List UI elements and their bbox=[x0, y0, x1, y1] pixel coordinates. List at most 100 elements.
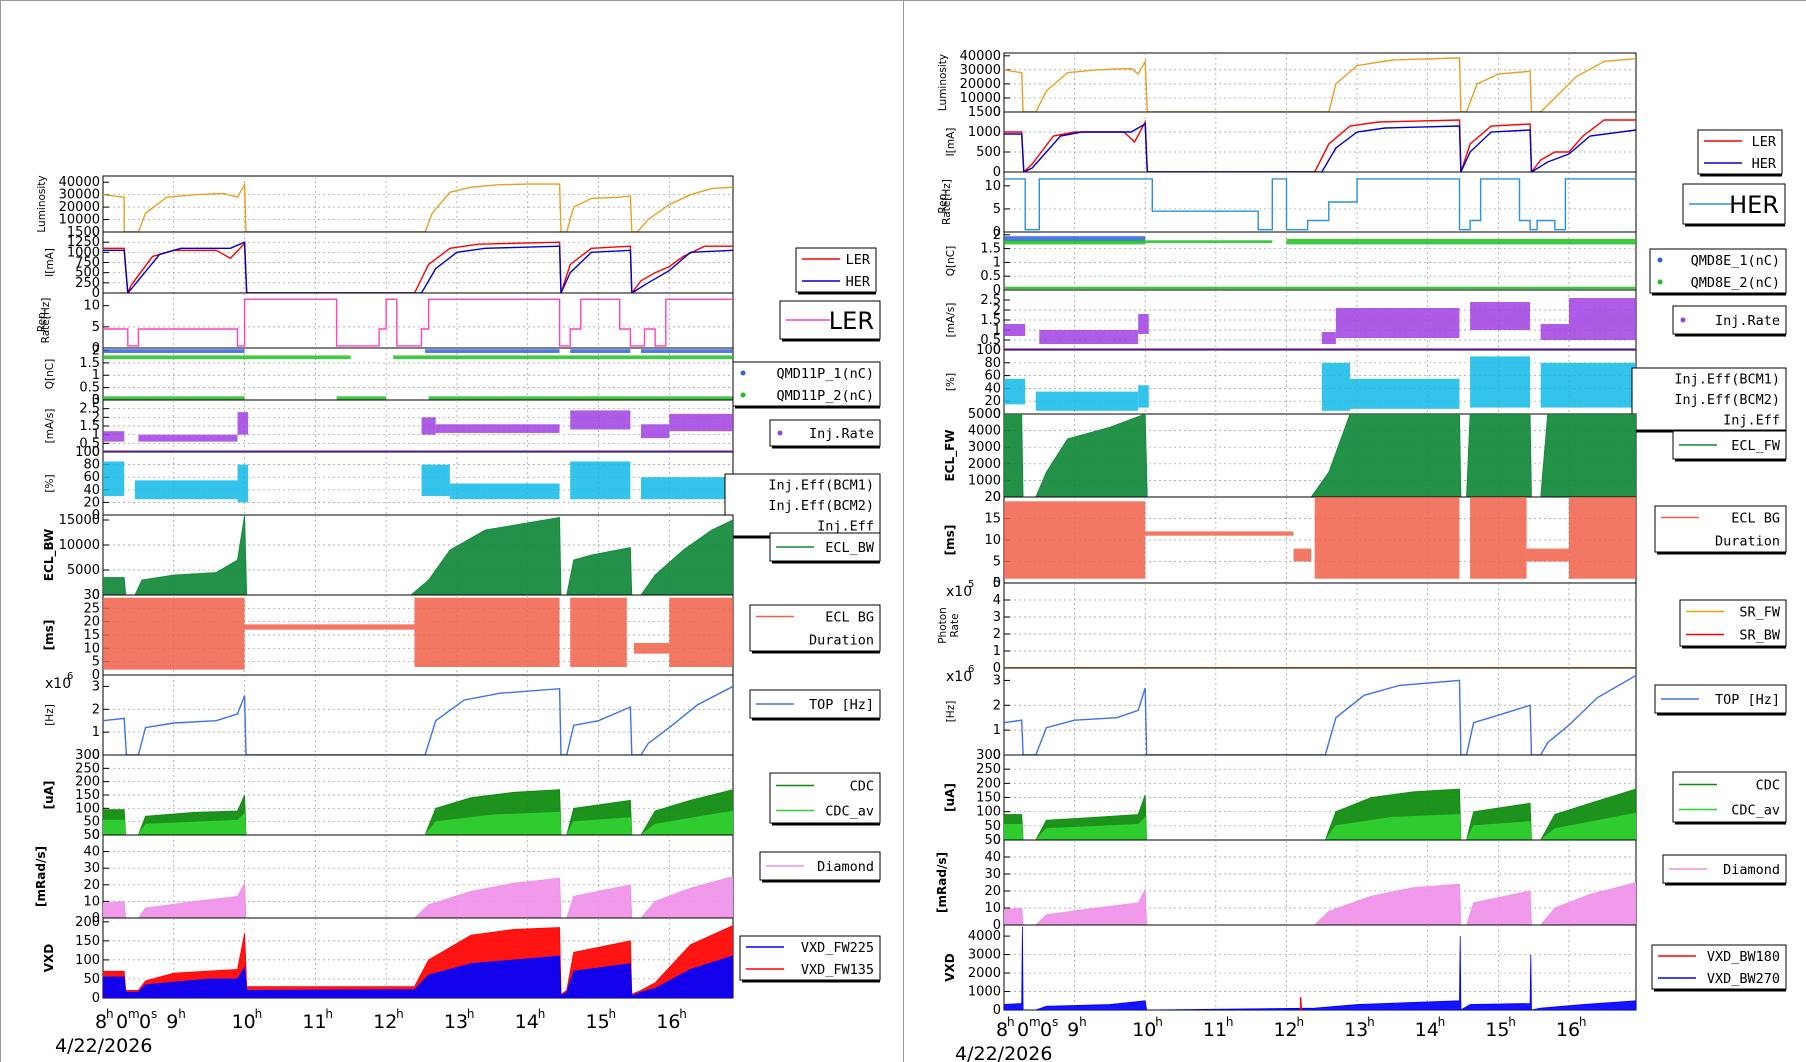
x-tick-sec: 0 bbox=[1040, 1019, 1052, 1041]
legend-right-2: HER bbox=[1682, 183, 1786, 227]
legend-left-8: TOP [Hz] bbox=[749, 689, 881, 721]
series-group bbox=[103, 876, 733, 918]
legend-label: VXD_FW225 bbox=[801, 940, 874, 956]
series-qmd11p-1-nc--segment bbox=[103, 349, 245, 353]
x-tick-hour: 16 bbox=[1556, 1019, 1580, 1041]
y-tick-label: 0.5 bbox=[980, 333, 1001, 348]
legend-label: Inj.Eff(BCM2) bbox=[1674, 392, 1780, 408]
y-tick-label: 20 bbox=[83, 615, 100, 630]
y-tick-label: 0.5 bbox=[79, 381, 100, 396]
date-label: 4/22/2026 bbox=[955, 1043, 1052, 1062]
x-tick-hour: 16 bbox=[656, 1011, 680, 1033]
y-tick-label: 0 bbox=[92, 445, 100, 460]
series-vxd-bw270 bbox=[1004, 926, 1636, 1010]
y-tick-label: 20 bbox=[984, 490, 1001, 505]
legend-swatch-dot bbox=[740, 370, 746, 376]
y-tick-label: 2 bbox=[993, 698, 1001, 713]
y-tick-label: 0 bbox=[92, 668, 100, 683]
series-qmd11p-2-nc--segment bbox=[103, 396, 245, 400]
y-tick-label: 3 bbox=[92, 679, 100, 694]
x-tick-label: 16h bbox=[1556, 1015, 1587, 1041]
y-axis-label: ECL_FW bbox=[943, 429, 958, 481]
y-multiplier: x10 bbox=[946, 584, 972, 600]
y-axis-label: Q[nC] bbox=[945, 246, 957, 276]
y-tick-label: 0 bbox=[993, 407, 1001, 422]
y-tick-label: 0 bbox=[92, 341, 100, 356]
legend-label: SR_FW bbox=[1739, 605, 1781, 621]
panel-right-1: 0 500 1000 1500 I[mA] LER HER bbox=[945, 105, 1783, 180]
y-tick-label: 15000 bbox=[59, 513, 100, 528]
legend-box bbox=[1697, 129, 1783, 175]
y-tick-label: 300 bbox=[976, 748, 1001, 763]
legend-label: VXD_BW180 bbox=[1707, 949, 1780, 965]
y-tick-label: 0 bbox=[92, 911, 100, 926]
y-tick-label: 20 bbox=[83, 878, 100, 893]
legend-box bbox=[1631, 367, 1787, 431]
x-tick-hour-unit: h bbox=[106, 1007, 114, 1021]
x-tick-hour-unit: h bbox=[467, 1007, 475, 1021]
series-qmd8e-2-nc--segment bbox=[1286, 238, 1636, 245]
y-tick-label: 10000 bbox=[59, 213, 100, 228]
y-tick-label: 2.5 bbox=[980, 293, 1001, 308]
x-tick-hour-unit: h bbox=[1007, 1015, 1015, 1029]
series-qmd8e-2-nc--segment bbox=[1145, 240, 1273, 244]
panel-frame bbox=[102, 292, 734, 349]
y-tick-label: 1 bbox=[92, 725, 100, 740]
y-tick-label: 0 bbox=[993, 833, 1001, 848]
x-tick-hour: 10 bbox=[232, 1011, 256, 1033]
series-inj-eff-segment bbox=[1138, 385, 1149, 408]
x-tick-hour-unit: h bbox=[178, 1007, 186, 1021]
y-multiplier: x10 bbox=[946, 669, 972, 685]
series-ecl-bg-duration-segment bbox=[1004, 501, 1146, 579]
y-tick-label: 2 bbox=[92, 410, 100, 425]
series-group bbox=[103, 241, 733, 293]
y-axis-label: VXD bbox=[42, 944, 56, 973]
y-tick-label: 2.5 bbox=[79, 402, 100, 417]
y-tick-label: 1.5 bbox=[980, 242, 1001, 257]
y-tick-label: 250 bbox=[75, 761, 100, 776]
legend-right-12: VXD_BW180 VXD_BW270 bbox=[1651, 944, 1787, 992]
panel-frame bbox=[1003, 924, 1637, 1011]
series-qmd11p-2-nc--segment bbox=[393, 355, 733, 360]
y-tick-label: 40 bbox=[984, 381, 1001, 396]
series-her bbox=[103, 241, 733, 293]
y-tick-label: 10 bbox=[83, 641, 100, 656]
y-tick-label: 0 bbox=[92, 508, 100, 523]
series-group bbox=[103, 789, 733, 835]
series-inj-rate-segment bbox=[421, 417, 436, 435]
legend-label: ECL_FW bbox=[1731, 438, 1781, 454]
x-tick-hour-unit: h bbox=[1226, 1015, 1234, 1029]
legend-label: ECL BG bbox=[825, 610, 874, 626]
series-group bbox=[1004, 926, 1636, 1010]
x-tick-hour: 14 bbox=[1415, 1019, 1439, 1041]
y-tick-label: 3000 bbox=[968, 440, 1001, 455]
series-group bbox=[1004, 119, 1636, 172]
y-axis-label: Rate bbox=[949, 613, 961, 637]
legend-box bbox=[1651, 944, 1787, 990]
y-tick-label: 60 bbox=[984, 369, 1001, 384]
y-multiplier-exponent: 5 bbox=[968, 579, 974, 590]
series-top-hz- bbox=[103, 685, 733, 755]
y-tick-label: 0 bbox=[993, 918, 1001, 933]
series-inj-rate-segment bbox=[669, 413, 733, 432]
y-tick-label: 50 bbox=[83, 828, 100, 843]
series-group bbox=[103, 182, 733, 232]
x-tick-hour: 12 bbox=[1273, 1019, 1297, 1041]
y-tick-label: 10 bbox=[984, 179, 1001, 194]
y-tick-label: 30000 bbox=[59, 188, 100, 203]
series-inj-eff-segment bbox=[640, 477, 733, 500]
x-tick-hour-unit: h bbox=[679, 1007, 687, 1021]
series-luminosity bbox=[103, 182, 733, 232]
y-tick-label: 40000 bbox=[960, 49, 1001, 64]
x-tick-hour-unit: h bbox=[1367, 1015, 1375, 1029]
y-tick-label: 2000 bbox=[968, 457, 1001, 472]
x-tick-label: 14h bbox=[1415, 1015, 1446, 1041]
y-tick-label: 1000 bbox=[968, 985, 1001, 1000]
series-qmd11p-2-nc--segment bbox=[428, 396, 733, 400]
